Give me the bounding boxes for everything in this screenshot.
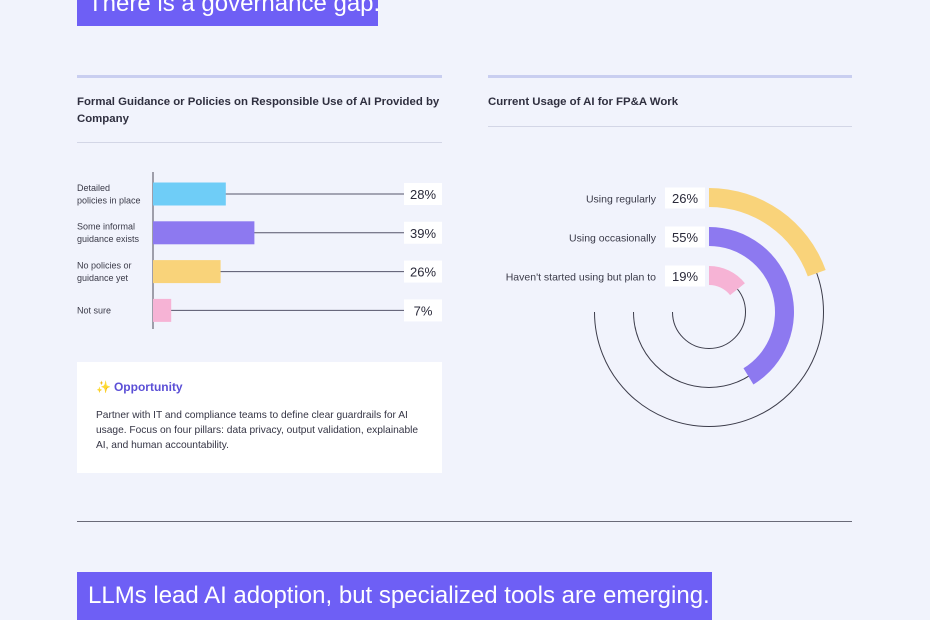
radial-value-box <box>665 187 705 209</box>
radial-value-label: 19% <box>672 269 698 284</box>
bar <box>153 182 226 206</box>
opportunity-card: ✨ Opportunity Partner with IT and compli… <box>77 362 442 473</box>
bar-category-label: No policies or <box>77 260 132 270</box>
radial-category-label: Haven't started using but plan to <box>506 272 656 284</box>
radial-bar <box>709 266 745 296</box>
bar-category-label: policies in place <box>77 195 141 205</box>
radial-value-label: 26% <box>672 191 698 206</box>
bar-value-label: 39% <box>410 226 436 241</box>
right-panel-title-rule <box>488 126 852 127</box>
bar-value-box <box>404 299 442 322</box>
section-divider <box>77 521 852 522</box>
bar-value-label: 7% <box>414 303 433 318</box>
radial-category-label: Using regularly <box>586 194 657 206</box>
radial-ring: Haven't started using but plan to 19% <box>506 265 746 349</box>
bar <box>153 221 255 245</box>
opportunity-heading: ✨ Opportunity <box>96 380 424 394</box>
radial-ring: Using regularly 26% <box>586 187 826 427</box>
radial-bar <box>709 227 795 385</box>
banner-bottom-text: LLMs lead AI adoption, but specialized t… <box>88 582 710 609</box>
radial-ring: Using occasionally 55% <box>569 226 795 388</box>
left-panel-top-rule <box>77 75 442 78</box>
bar-row: Some informal guidance exists 39% <box>77 221 442 245</box>
bar-value-label: 28% <box>410 187 436 202</box>
bar-value-box <box>404 221 442 244</box>
bar <box>153 260 221 284</box>
radial-category-label: Using occasionally <box>569 233 657 245</box>
bar-category-label: Some informal <box>77 222 135 232</box>
banner-top-text: There is a governance gap. <box>88 0 378 17</box>
section-banner-top: There is a governance gap. <box>77 0 378 26</box>
radial-value-box <box>665 265 705 287</box>
radial-value-label: 55% <box>672 230 698 245</box>
charts-canvas: Detailed policies in place 28% Some informa… <box>77 172 826 427</box>
left-panel-title-rule <box>77 142 442 143</box>
bar-row: Not sure 7% <box>77 298 442 322</box>
opportunity-title: Opportunity <box>113 380 183 394</box>
bar-row: No policies or guidance yet 26% <box>77 260 442 284</box>
bar-row: Detailed policies in place 28% <box>77 182 442 206</box>
bar-category-label: guidance exists <box>77 234 140 244</box>
radial-value-box <box>665 226 705 248</box>
bar <box>153 298 172 322</box>
bar-value-label: 26% <box>410 265 436 280</box>
bar-category-label: Not sure <box>77 305 111 315</box>
bar-chart-title: Formal Guidance or Policies on Responsib… <box>77 96 440 125</box>
bar-category-label: guidance yet <box>77 273 129 283</box>
right-panel-top-rule <box>488 75 852 78</box>
radial-chart-title: Current Usage of AI for FP&A Work <box>488 96 679 108</box>
opportunity-text: Partner with IT and compliance teams to … <box>96 410 419 451</box>
section-banner-bottom: LLMs lead AI adoption, but specialized t… <box>77 572 712 620</box>
bar-value-box <box>404 260 442 283</box>
radial-bar <box>709 188 826 277</box>
bar-category-label: Detailed <box>77 183 110 193</box>
sparkles-icon: ✨ <box>96 380 111 394</box>
bar-value-box <box>404 183 442 205</box>
